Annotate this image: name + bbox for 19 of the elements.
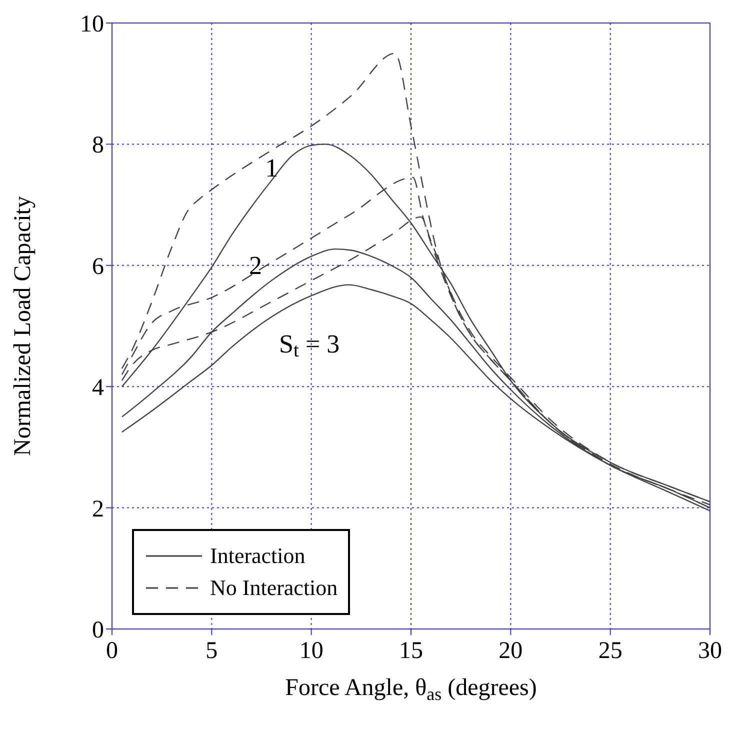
y-axis-title: Normalized Load Capacity <box>10 196 36 456</box>
y-tick-label: 6 <box>92 254 104 280</box>
x-tick-label: 30 <box>698 638 722 664</box>
y-tick-label: 10 <box>80 12 104 38</box>
x-tick-label: 10 <box>299 638 324 664</box>
annotation: S$_{t}$ = 3 <box>279 330 340 362</box>
y-tick-label: 8 <box>92 132 104 159</box>
legend-label: No Interaction <box>210 575 338 601</box>
x-axis-title: Force Angle, θ$_{as}$ (degrees) <box>285 675 537 704</box>
x-tick-label: 25 <box>598 638 622 664</box>
annotation: 1 <box>265 154 278 183</box>
x-tick-label: 20 <box>498 638 523 664</box>
x-tick-label: 15 <box>399 638 423 664</box>
legend-label: Interaction <box>210 543 306 569</box>
y-tick-label: 0 <box>92 618 104 644</box>
y-tick-label: 2 <box>92 496 104 522</box>
x-tick-label: 5 <box>206 638 218 664</box>
y-tick-label: 4 <box>92 375 104 402</box>
annotation: 2 <box>249 250 262 280</box>
